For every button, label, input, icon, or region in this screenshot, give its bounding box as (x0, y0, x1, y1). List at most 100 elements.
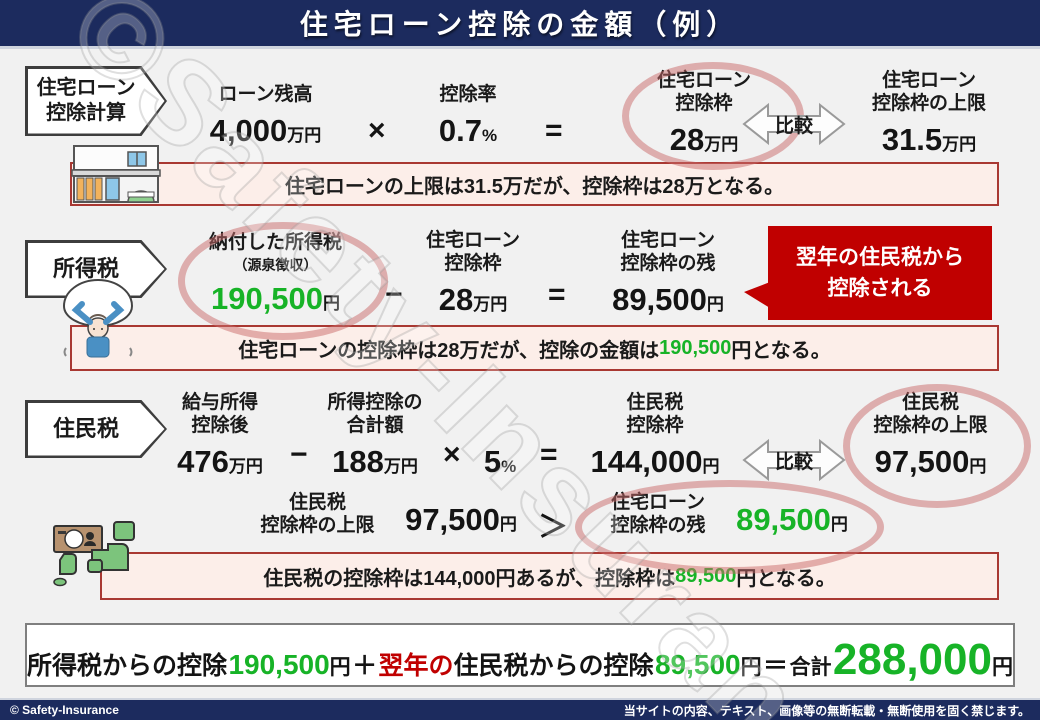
s3-note-pre: 住民税の控除枠は144,000円あるが、控除枠は (263, 567, 676, 590)
section1-label-line2: 控除計算 (46, 102, 127, 124)
summary-plus-op: ＋ (352, 652, 378, 680)
s2-note-post: 円となる。 (731, 339, 831, 362)
s1-deduction-frame: 住宅ローン 控除枠 28万円 (633, 70, 775, 158)
s3-tax-rate: . . 5% (483, 443, 517, 479)
summary-box: 所得税からの控除 190,500 円 ＋ 翌年の 住民税からの控除 89,500… (25, 623, 1015, 687)
s1-note-text: 住宅ローンの上限は31.5万だが、控除枠は28万となる。 (284, 175, 785, 198)
person-lifting-icon (52, 276, 144, 364)
s3b-cap-label: 住民税 控除枠の上限 (240, 492, 395, 538)
summary-resident-tax-label: 住民税からの控除 (453, 652, 654, 680)
section2-label: 所得税 (53, 256, 120, 282)
s2-deduction-remainder: 住宅ローン 控除枠の残 89,500円 (592, 230, 744, 318)
s2-callout-line2: 控除される (827, 277, 933, 300)
summary-total-label: 合計 (789, 656, 832, 679)
section2-label-tag: 所得税 (25, 240, 167, 298)
s3-col4-header2: 控除枠の上限 (873, 414, 988, 436)
s3b-right-line2: 控除枠の残 (610, 514, 706, 536)
s2-col1-value: 190,500 (210, 280, 324, 316)
s3-col2-header2: 合計額 (346, 414, 404, 436)
s1-loan-balance: ローン残高 4,000万円 (183, 84, 348, 149)
s1-op-multiply: × (368, 114, 386, 147)
s2-col2-header1: 住宅ローン (425, 230, 521, 251)
summary-total-amount: 288,000 (832, 635, 992, 684)
s1-col3-value: 28 (669, 121, 705, 157)
summary-equals-op: ＝ (763, 652, 789, 680)
s2-note-pre: 住宅ローンの控除枠は28万だが、控除の金額は (238, 339, 660, 362)
s3-op-equals: = (540, 438, 558, 471)
s1-op-equals: = (545, 114, 563, 147)
s3-col4-header1: 住民税 (901, 392, 959, 413)
s1-col1-value: 4,000 (209, 112, 288, 148)
s1-compare-label: 比較 (774, 115, 813, 137)
s3b-op-greater: ＞ (538, 511, 568, 544)
s1-deduction-cap: 住宅ローン 控除枠の上限 31.5万円 (845, 70, 1013, 158)
s3b-left-line2: 控除枠の上限 (260, 514, 375, 536)
house-icon (56, 144, 164, 204)
s3-note-num: 89,500 (675, 564, 737, 587)
s2-op-minus: − (385, 278, 403, 311)
s2-callout-next-year: 翌年の住民税から 控除される (744, 226, 992, 320)
s1-col2-header: 控除率 (439, 84, 497, 105)
s2-note-num: 190,500 (659, 336, 732, 359)
s1-col3-header2: 控除枠 (675, 92, 733, 114)
s3-col3-header1: 住民税 (626, 392, 684, 413)
summary-resident-tax-amount: 89,500 (654, 649, 741, 680)
footer-notice: 当サイトの内容、テキスト、画像等の無断転載・無断使用を固く禁じます。 (623, 703, 1030, 718)
section1-label-line1: 住宅ローン (36, 77, 136, 99)
s3-total-income-deduction: 所得控除の 合計額 188万円 (315, 392, 435, 480)
s3b-left-value: 97,500 (405, 502, 500, 537)
s2-paid-income-tax: 納付した所得税 （源泉徴収） 190,500円 (183, 232, 368, 317)
s1-col4-header2: 控除枠の上限 (871, 92, 986, 114)
s3-after-salary-deduction: 給与所得 控除後 476万円 (160, 392, 280, 480)
s3-op-minus: − (290, 438, 308, 471)
s3-rate-value: 5 (483, 443, 502, 479)
s2-col3-header2: 控除枠の残 (620, 252, 716, 274)
s3b-remainder-value: 89,500円 (736, 502, 848, 537)
s2-deduction-frame: 住宅ローン 控除枠 28万円 (412, 230, 534, 318)
s3-col2-header1: 所得控除の (327, 392, 423, 413)
money-icon (52, 520, 148, 598)
s3-col1-header2: 控除後 (191, 414, 249, 436)
s2-col2-header2: 控除枠 (444, 252, 502, 274)
s3-col3-header2: 控除枠 (626, 414, 684, 436)
s3-note-box: 住民税の控除枠は144,000円あるが、控除枠は 89,500 円となる。 (100, 552, 999, 600)
s3-col4-value: 97,500 (874, 443, 970, 479)
s1-compare-arrow: 比較 (742, 96, 846, 152)
s2-col2-value: 28 (438, 281, 474, 317)
s3-resident-deduction-cap: 住民税 控除枠の上限 97,500円 (848, 392, 1013, 480)
s3-col3-value: 144,000 (590, 443, 703, 479)
header-bar: 住宅ローン控除の金額（例） (0, 0, 1040, 49)
double-arrow-icon (742, 102, 846, 146)
s1-deduction-rate: 控除率 0.7% (412, 84, 524, 149)
s3-col1-value: 476 (177, 443, 229, 479)
s2-col1-subheader: （源泉徴収） (233, 256, 318, 273)
section1-label-tag: 住宅ローン 控除計算 (25, 66, 167, 136)
s1-note-box: 住宅ローンの上限は31.5万だが、控除枠は28万となる。 (70, 162, 999, 206)
s1-col3-header1: 住宅ローン (656, 70, 752, 91)
section3-label-tag: 住民税 (25, 400, 167, 458)
s3b-remainder-label: 住宅ローン 控除枠の残 (588, 492, 728, 538)
s3-col1-header1: 給与所得 (181, 392, 258, 413)
s3-op-multiply: × (443, 438, 461, 471)
s3b-left-line1: 住民税 (288, 492, 346, 513)
footer-copyright: © Safety-Insurance (10, 703, 119, 717)
s1-col4-header1: 住宅ローン (881, 70, 977, 91)
s1-col1-header: ローン残高 (218, 84, 313, 105)
s1-col4-value: 31.5 (881, 121, 943, 157)
s3b-right-line1: 住宅ローン (610, 492, 706, 513)
section3-label: 住民税 (53, 416, 120, 442)
s2-col3-value: 89,500 (612, 281, 707, 317)
s3-resident-deduction-frame: 住民税 控除枠 144,000円 (580, 392, 730, 480)
s1-col2-value: 0.7 (438, 112, 482, 148)
s2-col3-header1: 住宅ローン (620, 230, 716, 251)
s2-op-equals: = (548, 278, 566, 311)
s3-compare-arrow: 比較 (742, 432, 846, 488)
summary-income-tax-amount: 190,500 (228, 649, 330, 680)
s2-col1-header: 納付した所得税 (208, 232, 342, 253)
footer-bar: © Safety-Insurance 当サイトの内容、テキスト、画像等の無断転載… (0, 698, 1040, 720)
summary-next-year-label: 翌年の (378, 652, 454, 680)
s3-note-post: 円となる。 (736, 567, 836, 590)
s3-compare-label: 比較 (774, 451, 813, 473)
s3-col2-value: 188 (332, 443, 384, 479)
